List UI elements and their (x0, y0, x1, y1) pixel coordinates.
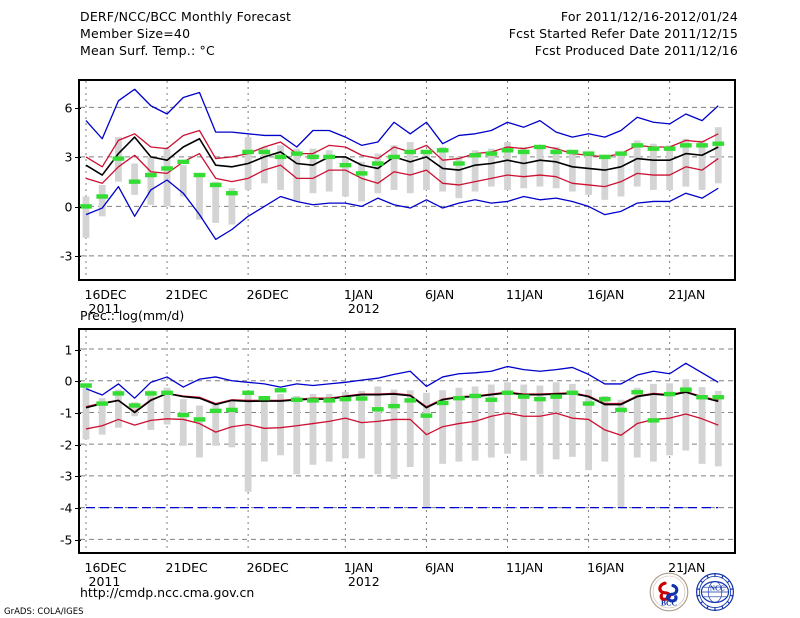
website-url[interactable]: http://cmdp.ncc.cma.gov.cn (80, 585, 255, 600)
x-tick-year-label: 2011 (88, 573, 121, 589)
y-tick-mark (74, 476, 81, 478)
x-tick-label: 21JAN (668, 286, 706, 302)
x-tick-label: 16JAN (587, 286, 625, 302)
y-tick-label: -2 (60, 437, 73, 453)
organisation-logos: BCC NCC (645, 572, 750, 612)
forecast-period-label: For 2011/12/16-2012/01/24 (560, 9, 738, 24)
x-tick-label: 6JAN (424, 559, 455, 575)
y-tick-label: -3 (60, 248, 73, 264)
series-upper_quartile (85, 129, 719, 168)
ncc-logo-text: NCC (710, 585, 725, 592)
bcc-logo-icon: BCC (649, 572, 689, 612)
x-tick-label: 16JAN (587, 559, 625, 575)
x-tick-year-label: 2012 (347, 300, 380, 316)
y-tick-mark (74, 206, 81, 208)
series-ensemble_mean (85, 391, 719, 414)
temperature-plot-area (80, 81, 734, 279)
series-lower_quartile (85, 412, 719, 436)
y-tick-mark (74, 508, 81, 510)
grid-lines (80, 330, 734, 552)
precipitation-plot-area (80, 330, 734, 552)
y-tick-mark (74, 107, 81, 109)
y-tick-label: 1 (64, 342, 73, 358)
climatology-marks (80, 141, 725, 209)
member-size-label: Member Size=40 (80, 26, 191, 41)
x-tick-label: 26DEC (246, 286, 289, 302)
ncc-logo-icon: NCC (696, 573, 734, 611)
y-tick-label: -1 (60, 405, 73, 421)
grid-lines (80, 81, 734, 279)
y-tick-label: 3 (64, 149, 73, 165)
grads-credit: GrADS: COLA/IGES (4, 607, 84, 617)
y-tick-mark (74, 412, 81, 414)
y-tick-mark (74, 444, 81, 446)
x-tick-label: 21DEC (165, 559, 208, 575)
y-tick-mark (74, 157, 81, 159)
y-tick-label: 0 (64, 199, 73, 215)
x-tick-year-label: 2011 (88, 300, 121, 316)
precipitation-chart-panel (78, 328, 736, 554)
series-max (85, 88, 719, 148)
x-tick-label: 1JAN (343, 559, 374, 575)
x-tick-label: 11JAN (506, 286, 544, 302)
x-tick-label: 6JAN (424, 286, 455, 302)
spread-bars (82, 127, 722, 238)
x-tick-year-label: 2012 (347, 573, 380, 589)
forecast-start-label: Fcst Started Refer Date 2011/12/15 (508, 26, 738, 41)
x-tick-label: 11JAN (506, 559, 544, 575)
y-tick-mark (74, 381, 81, 383)
series-max (85, 362, 719, 399)
x-tick-label: 21JAN (668, 559, 706, 575)
series-ensemble_mean (85, 136, 719, 176)
series-min (85, 179, 719, 241)
climatology-marks (80, 383, 725, 423)
y-tick-label: 0 (64, 373, 73, 389)
variable-label-precipitation: Prec.: log(mm/d) (80, 308, 185, 323)
x-tick-label: 16DEC (84, 286, 127, 302)
series-lower_quartile (85, 152, 719, 188)
spread-bars (82, 379, 722, 508)
y-tick-label: 6 (64, 100, 73, 116)
x-tick-label: 21DEC (165, 286, 208, 302)
x-tick-label: 26DEC (246, 559, 289, 575)
page-title: DERF/NCC/BCC Monthly Forecast (80, 9, 292, 24)
y-tick-label: -5 (60, 532, 73, 548)
forecast-produced-label: Fcst Produced Date 2011/12/16 (534, 43, 738, 58)
temperature-chart-panel (78, 79, 736, 281)
variable-label-temperature: Mean Surf. Temp.: °C (80, 43, 215, 58)
x-tick-label: 16DEC (84, 559, 127, 575)
y-tick-mark (74, 349, 81, 351)
x-tick-label: 1JAN (343, 286, 374, 302)
bcc-logo-text: BCC (661, 599, 677, 608)
y-tick-label: -4 (60, 500, 73, 516)
y-tick-mark (74, 256, 81, 258)
y-tick-label: -3 (60, 468, 73, 484)
y-tick-mark (74, 539, 81, 541)
